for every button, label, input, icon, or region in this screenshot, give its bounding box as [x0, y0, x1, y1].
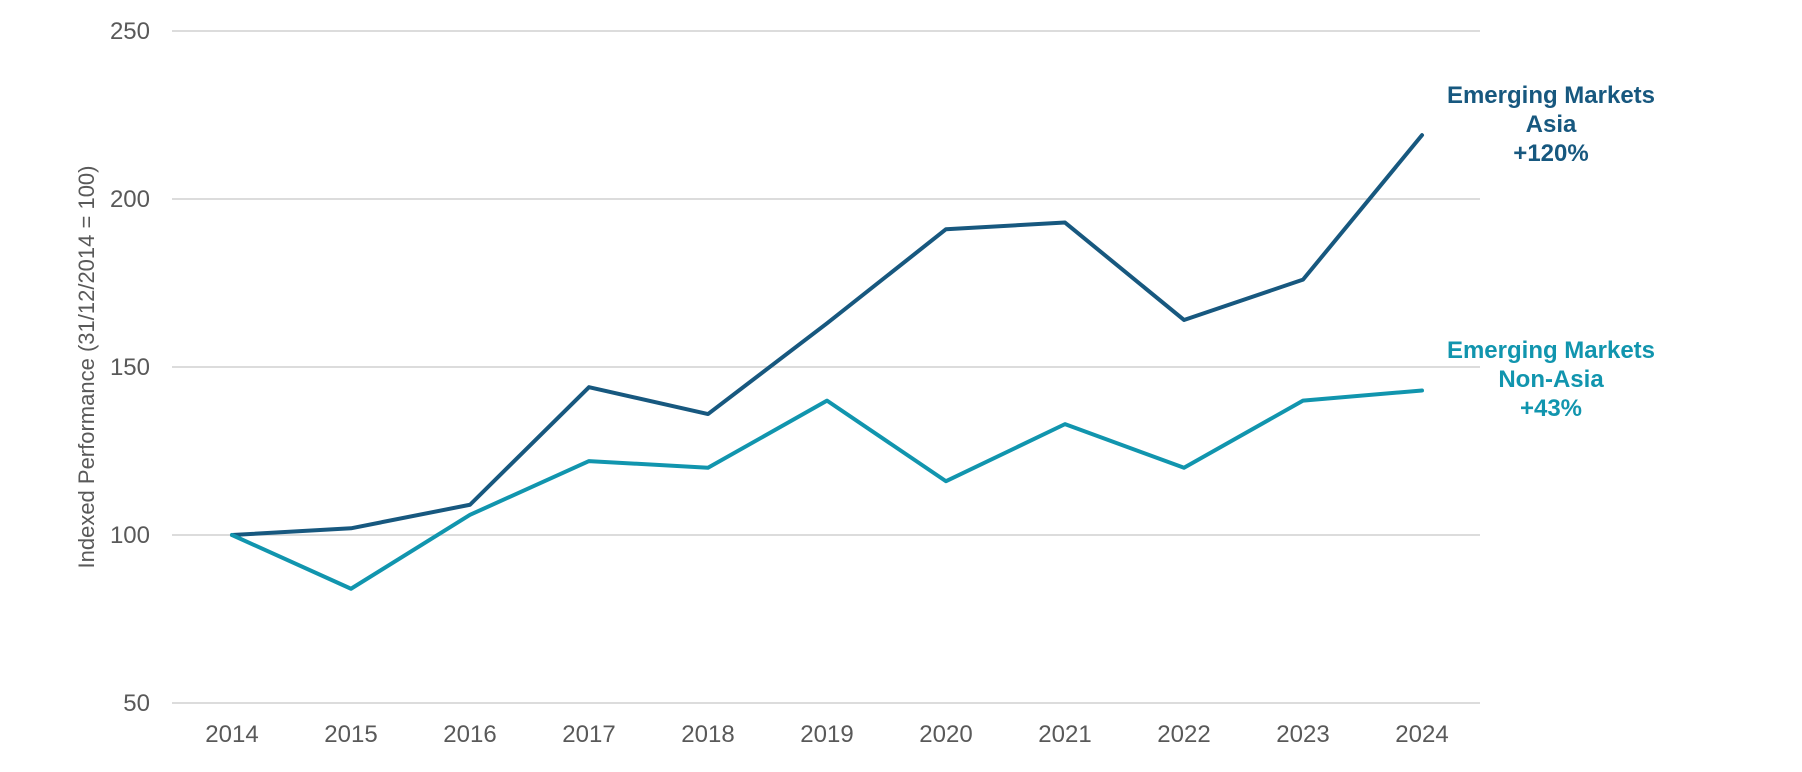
x-tick-label: 2017: [562, 721, 615, 748]
series-label-line: +43%: [1520, 395, 1582, 422]
series-label-line: +120%: [1513, 140, 1588, 167]
y-tick-label: 200: [110, 186, 150, 213]
x-tick-label: 2015: [324, 721, 377, 748]
series-label-0: Emerging Markets Asia +120%: [1447, 82, 1655, 167]
series-label-line: Asia: [1526, 111, 1577, 138]
y-tick-label: 50: [123, 690, 150, 717]
x-tick-label: 2023: [1276, 721, 1329, 748]
x-tick-label: 2022: [1157, 721, 1210, 748]
y-axis-ticks: 50 100 150 200 250: [110, 18, 150, 717]
gridlines: [172, 30, 1480, 704]
y-axis-title: Indexed Performance (31/12/2014 = 100): [74, 166, 99, 569]
series-line-1: [230, 388, 1424, 591]
series-labels: Emerging Markets Asia +120%Emerging Market…: [1447, 82, 1655, 422]
x-tick-label: 2018: [681, 721, 734, 748]
series-label-line: Non-Asia: [1498, 366, 1604, 393]
x-axis-ticks: 2014 2015 2016 2017 2018 2019 2020 2021 2022 2023…: [205, 721, 1448, 748]
x-tick-label: 2014: [205, 721, 258, 748]
series-label-line: Emerging Markets: [1447, 82, 1655, 109]
x-tick-label: 2019: [800, 721, 853, 748]
y-tick-label: 150: [110, 354, 150, 381]
x-tick-label: 2016: [443, 721, 496, 748]
series-lines: [230, 133, 1424, 591]
x-tick-label: 2020: [919, 721, 972, 748]
series-label-line: Emerging Markets: [1447, 337, 1655, 364]
y-tick-label: 100: [110, 522, 150, 549]
y-tick-label: 250: [110, 18, 150, 45]
series-label-1: Emerging Markets Non-Asia +43%: [1447, 337, 1655, 422]
series-line-0: [230, 133, 1424, 537]
x-tick-label: 2024: [1395, 721, 1448, 748]
x-tick-label: 2021: [1038, 721, 1091, 748]
